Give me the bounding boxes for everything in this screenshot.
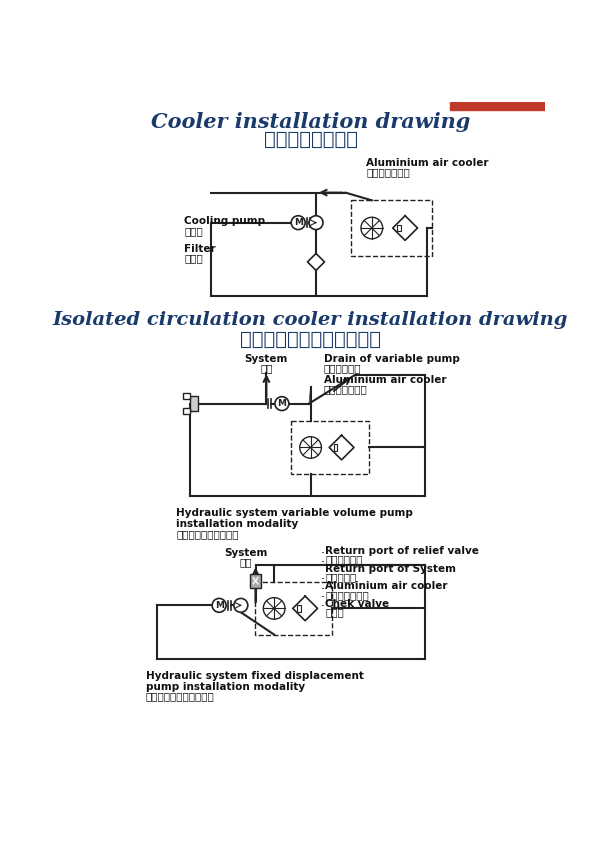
Circle shape (361, 217, 382, 239)
Text: M: M (278, 399, 287, 408)
Text: Cooler installation drawing: Cooler installation drawing (151, 112, 470, 131)
Text: 鑄合金風冷却器: 鑄合金風冷却器 (367, 167, 410, 177)
Text: Aluminium air cooler: Aluminium air cooler (325, 582, 448, 591)
Text: 变量泵泄油口: 变量泵泄油口 (324, 363, 361, 373)
Text: 铝质空气冷却器: 铝质空气冷却器 (325, 590, 369, 600)
Text: 系统: 系统 (260, 364, 273, 374)
Circle shape (300, 437, 321, 458)
Text: Aluminium air cooler: Aluminium air cooler (367, 158, 489, 168)
Text: M: M (294, 218, 302, 227)
Bar (450, 102, 545, 110)
Bar (255, 583, 332, 634)
Text: System: System (225, 548, 268, 558)
Text: 冷却器安装示意图: 冷却器安装示意图 (264, 130, 358, 148)
Text: 独立循环冷却器安装示意图: 独立循环冷却器安装示意图 (240, 330, 381, 349)
Text: Cooling pump: Cooling pump (184, 216, 265, 226)
Text: M: M (215, 601, 224, 610)
Text: 液压系统变量安装形式: 液压系统变量安装形式 (176, 529, 239, 539)
Text: Chek valve: Chek valve (325, 600, 390, 609)
Text: 铝质空气冷却器: 铝质空气冷却器 (324, 384, 367, 394)
Text: Filter: Filter (184, 244, 216, 254)
Circle shape (309, 215, 323, 230)
Text: Hydraulic system fixed displacement
pump installation modality: Hydraulic system fixed displacement pump… (145, 671, 364, 692)
Circle shape (234, 599, 248, 612)
Text: Return port of relief valve: Return port of relief valve (325, 546, 479, 556)
Bar (182, 408, 190, 415)
Text: Hydraulic system variable volume pump
installation modality: Hydraulic system variable volume pump in… (176, 508, 413, 529)
Bar (351, 200, 432, 256)
Text: Return port of System: Return port of System (325, 564, 456, 574)
Text: 冷却泵: 冷却泵 (184, 226, 203, 236)
Bar (333, 444, 337, 451)
Bar (182, 393, 190, 399)
Text: Isolated circulation cooler installation drawing: Isolated circulation cooler installation… (53, 311, 568, 329)
Text: 液压系统定量泵安装形式: 液压系统定量泵安装形式 (145, 691, 215, 700)
Bar (291, 421, 368, 474)
Text: 系统回油口: 系统回油口 (325, 572, 356, 583)
Text: 背压阀: 背压阀 (325, 608, 344, 617)
Text: System: System (245, 354, 288, 365)
Bar (397, 225, 401, 232)
Bar (190, 396, 198, 411)
Bar (297, 605, 301, 611)
Circle shape (291, 215, 305, 230)
Text: 过滤器: 过滤器 (184, 254, 203, 264)
Text: Drain of variable pump: Drain of variable pump (324, 354, 459, 364)
Circle shape (212, 599, 226, 612)
Text: Aluminium air cooler: Aluminium air cooler (324, 375, 446, 385)
Circle shape (263, 598, 285, 619)
Text: 溢流阀回油口: 溢流阀回油口 (325, 555, 363, 565)
Text: 系统: 系统 (240, 557, 253, 566)
Bar (250, 574, 261, 588)
Circle shape (275, 397, 289, 410)
